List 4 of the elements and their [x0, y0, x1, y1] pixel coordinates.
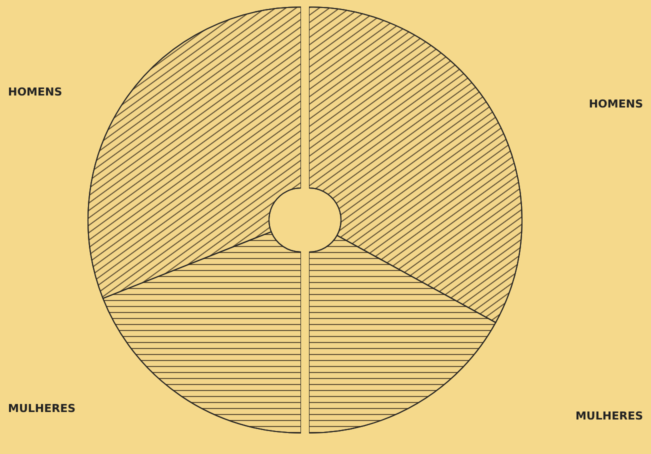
slice-label: MULHERES [575, 410, 644, 423]
slice-label: HOMENS [8, 85, 62, 98]
slice-label: MULHERES [8, 402, 76, 416]
slice-label: HOMENS [588, 97, 644, 110]
